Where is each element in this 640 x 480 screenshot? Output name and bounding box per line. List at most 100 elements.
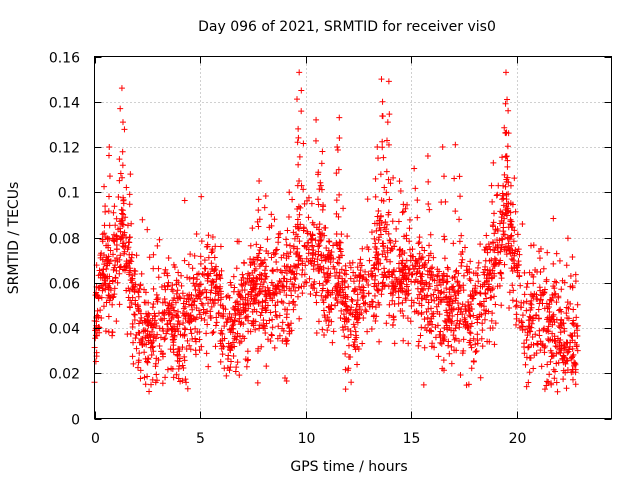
- data-point: [477, 289, 484, 296]
- data-point: [372, 193, 379, 200]
- data-point: [385, 176, 392, 183]
- data-point: [425, 305, 432, 312]
- data-point: [399, 289, 406, 296]
- data-point: [284, 306, 291, 313]
- data-point: [109, 329, 116, 336]
- data-point: [238, 338, 245, 345]
- data-point: [153, 371, 160, 378]
- data-point: [389, 278, 396, 285]
- data-point: [336, 289, 343, 296]
- data-point: [562, 360, 569, 367]
- data-point: [505, 240, 512, 247]
- data-point: [527, 328, 534, 335]
- data-point: [381, 247, 388, 254]
- data-point: [485, 283, 492, 290]
- data-point: [295, 203, 302, 210]
- y-tick-labels: 0 0.02 0.04 0.06 0.08 0.1 0.12 0.14 0.16: [49, 51, 80, 429]
- data-point: [267, 309, 274, 316]
- data-point: [294, 139, 301, 146]
- data-point: [466, 329, 473, 336]
- data-point: [427, 231, 434, 238]
- data-point: [482, 257, 489, 264]
- data-point: [184, 337, 191, 344]
- data-point: [118, 234, 125, 241]
- data-point: [221, 335, 228, 342]
- data-point: [292, 263, 299, 270]
- data-point: [192, 335, 199, 342]
- data-point: [253, 280, 260, 287]
- data-point: [135, 306, 142, 313]
- data-point: [248, 295, 255, 302]
- data-point: [282, 335, 289, 342]
- data-point: [126, 251, 133, 258]
- data-point: [364, 328, 371, 335]
- data-point: [441, 336, 448, 343]
- data-point: [152, 363, 159, 370]
- data-point: [181, 197, 188, 204]
- data-point: [296, 238, 303, 245]
- data-point: [503, 203, 510, 210]
- data-point: [198, 343, 205, 350]
- data-point: [458, 262, 465, 269]
- data-point: [441, 236, 448, 243]
- data-point: [234, 307, 241, 314]
- data-point: [378, 291, 385, 298]
- data-point: [432, 286, 439, 293]
- data-point: [413, 258, 420, 265]
- data-point: [553, 299, 560, 306]
- data-point: [433, 303, 440, 310]
- data-point: [386, 312, 393, 319]
- data-point: [320, 252, 327, 259]
- data-point: [281, 287, 288, 294]
- data-point: [133, 252, 140, 259]
- data-point: [457, 193, 464, 200]
- data-point: [557, 324, 564, 331]
- data-point: [404, 315, 411, 322]
- data-point: [360, 293, 367, 300]
- data-point: [425, 299, 432, 306]
- data-point: [277, 279, 284, 286]
- data-point: [459, 256, 466, 263]
- data-point: [489, 274, 496, 281]
- data-point: [563, 310, 570, 317]
- data-point: [499, 236, 506, 243]
- data-point: [521, 269, 528, 276]
- data-point: [263, 263, 270, 270]
- data-point: [137, 367, 144, 374]
- data-point: [272, 285, 279, 292]
- data-point: [169, 282, 176, 289]
- data-point: [315, 248, 322, 255]
- data-point: [240, 321, 247, 328]
- data-point: [99, 287, 106, 294]
- data-point: [178, 272, 185, 279]
- data-point: [132, 335, 139, 342]
- data-point: [109, 278, 116, 285]
- data-point: [117, 252, 124, 259]
- data-point: [258, 309, 265, 316]
- data-point: [372, 272, 379, 279]
- data-point: [294, 233, 301, 240]
- data-point: [112, 222, 119, 229]
- data-point: [375, 155, 382, 162]
- data-point: [116, 156, 123, 163]
- data-point: [290, 306, 297, 313]
- data-point: [208, 287, 215, 294]
- data-point: [353, 309, 360, 316]
- data-point: [423, 308, 430, 315]
- data-point: [241, 335, 248, 342]
- data-point: [325, 247, 332, 254]
- data-point: [161, 296, 168, 303]
- data-point: [492, 226, 499, 233]
- data-point: [569, 337, 576, 344]
- data-point: [149, 343, 156, 350]
- data-point: [420, 381, 427, 388]
- data-point: [333, 296, 340, 303]
- data-point: [378, 212, 385, 219]
- data-point: [308, 200, 315, 207]
- data-point: [149, 376, 156, 383]
- data-point: [431, 277, 438, 284]
- data-point: [438, 289, 445, 296]
- data-point: [434, 308, 441, 315]
- data-point: [396, 247, 403, 254]
- data-point: [474, 337, 481, 344]
